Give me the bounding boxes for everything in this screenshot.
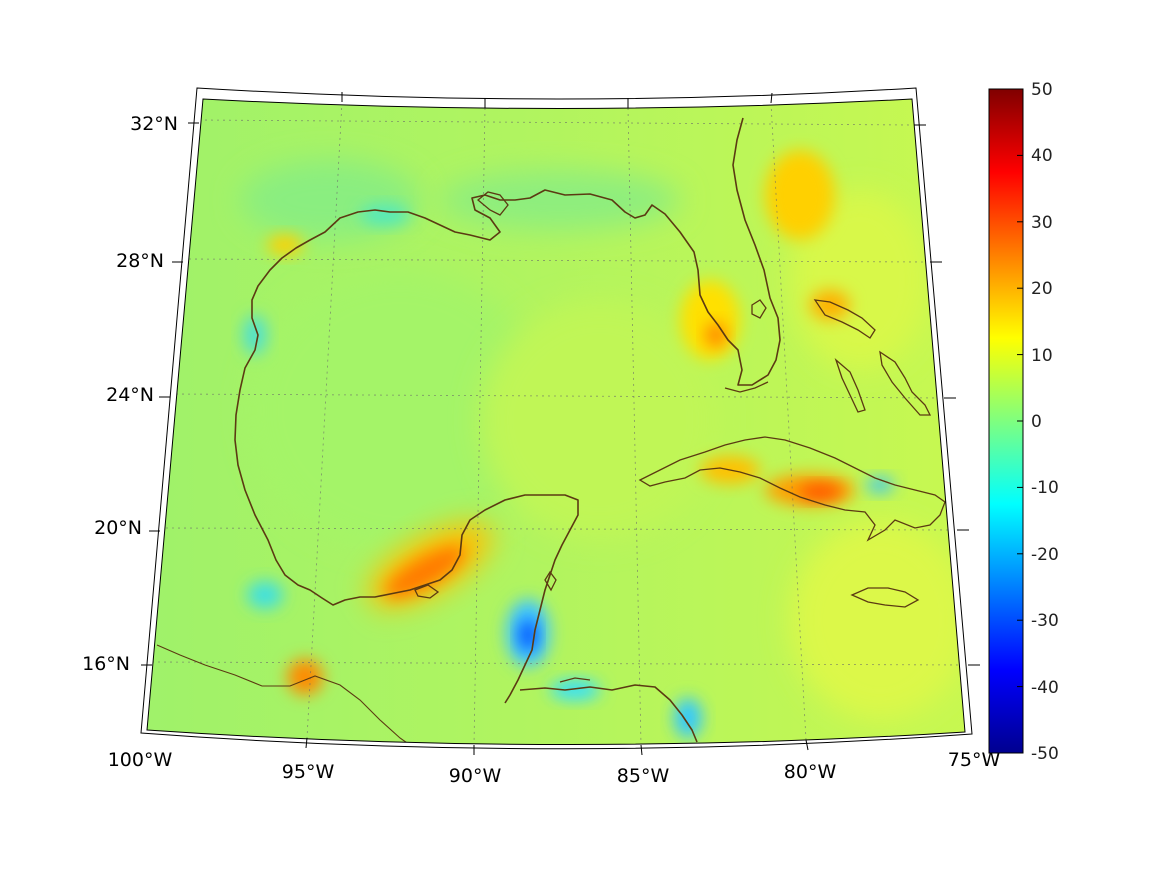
lon-label: 80°W	[784, 761, 837, 783]
bahamas-east	[879, 350, 932, 416]
colorbar-label: -30	[1031, 611, 1059, 631]
lake-okeechobee	[751, 299, 767, 319]
lon-label: 90°W	[449, 765, 502, 787]
colorbar-label: 50	[1031, 80, 1053, 100]
lat-label: 16°N	[82, 653, 130, 675]
colorbar-labels: 50 40 30 20 10 0 -10 -20 -30 -40 -50	[1031, 80, 1059, 764]
tick-marks	[141, 92, 980, 756]
colorbar-label: 30	[1031, 213, 1053, 233]
anomaly-florida	[680, 280, 740, 360]
coastlines	[234, 117, 946, 743]
colorbar-ticks	[1017, 88, 1023, 754]
gridlines	[151, 101, 965, 745]
bay-islands	[559, 677, 591, 683]
colorbar-label: -20	[1031, 545, 1059, 565]
colorbar: 50 40 30 20 10 0 -10 -20 -30 -40 -50	[988, 80, 1059, 764]
colorbar-label: -10	[1031, 478, 1059, 498]
cozumel	[544, 570, 557, 592]
longitude-labels: 100°W 95°W 90°W 85°W 80°W 75°W	[108, 749, 1001, 787]
colorbar-label: 20	[1031, 279, 1053, 299]
anomaly-cuba-east	[700, 456, 855, 506]
mexico-guatemala-border	[156, 644, 411, 745]
bahamas-chain	[813, 299, 876, 339]
lat-label: 20°N	[94, 517, 142, 539]
map-field	[147, 99, 965, 745]
cuba	[638, 436, 946, 542]
latitude-labels: 32°N 28°N 24°N 20°N 16°N	[82, 113, 178, 675]
colorbar-label: 0	[1031, 412, 1042, 432]
florida-keys	[724, 381, 769, 393]
lon-label: 95°W	[282, 761, 335, 783]
yucatan-lagoon	[414, 584, 440, 599]
lon-label: 100°W	[108, 749, 173, 771]
bahamas-andros	[834, 357, 866, 413]
lat-label: 28°N	[116, 250, 164, 272]
lat-label: 32°N	[130, 113, 178, 135]
gulf-coast-us-mexico	[234, 117, 781, 704]
lon-label: 75°W	[948, 749, 1001, 771]
map-frame-outer	[140, 87, 973, 750]
central-america-coast	[519, 684, 698, 743]
colorbar-label: -50	[1031, 744, 1059, 764]
colorbar-label: 10	[1031, 346, 1053, 366]
colorbar-label: 40	[1031, 146, 1053, 166]
borders	[156, 644, 411, 745]
lon-label: 85°W	[617, 765, 670, 787]
anomaly-tehuantepec	[287, 659, 323, 695]
map-frame	[146, 98, 966, 746]
colorbar-label: -40	[1031, 678, 1059, 698]
mississippi-delta	[476, 191, 509, 216]
jamaica	[850, 587, 920, 608]
lat-label: 24°N	[106, 384, 154, 406]
